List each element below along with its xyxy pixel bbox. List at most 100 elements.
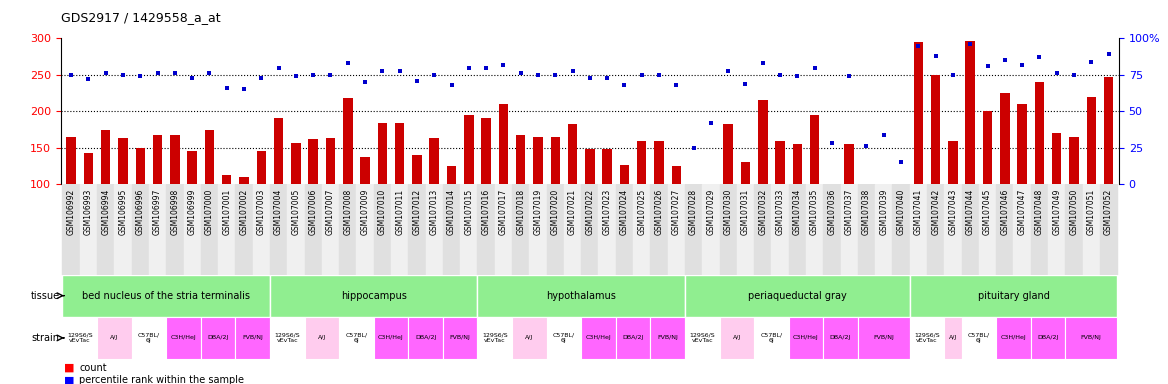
- Text: C3H/HeJ: C3H/HeJ: [171, 335, 196, 341]
- Bar: [1017, 104, 1027, 184]
- Bar: [547, 317, 582, 359]
- Bar: [844, 144, 854, 184]
- Bar: [291, 143, 300, 184]
- Bar: [651, 184, 668, 275]
- Text: GSM107009: GSM107009: [361, 189, 369, 235]
- Point: [512, 70, 530, 76]
- Point: [1099, 51, 1118, 58]
- Text: GSM107045: GSM107045: [983, 189, 992, 235]
- Bar: [944, 184, 961, 275]
- Bar: [166, 184, 183, 275]
- Bar: [201, 317, 236, 359]
- Text: ■: ■: [64, 363, 75, 373]
- Point: [183, 75, 202, 81]
- Bar: [684, 184, 702, 275]
- Text: GSM107048: GSM107048: [1035, 189, 1044, 235]
- Bar: [1069, 137, 1079, 184]
- Bar: [585, 149, 595, 184]
- Text: GSM107025: GSM107025: [638, 189, 646, 235]
- Bar: [114, 184, 132, 275]
- Bar: [651, 317, 684, 359]
- Bar: [1100, 184, 1118, 275]
- Point: [667, 82, 686, 88]
- Bar: [499, 104, 508, 184]
- Bar: [443, 184, 460, 275]
- Bar: [684, 317, 719, 359]
- Bar: [287, 184, 305, 275]
- Bar: [982, 111, 993, 184]
- Bar: [79, 184, 97, 275]
- Bar: [446, 166, 457, 184]
- Bar: [183, 184, 201, 275]
- Bar: [927, 184, 944, 275]
- Bar: [582, 317, 616, 359]
- Point: [304, 72, 322, 78]
- Bar: [862, 184, 871, 228]
- Text: GSM107011: GSM107011: [395, 189, 404, 235]
- Point: [875, 132, 894, 138]
- Point: [200, 70, 218, 76]
- Bar: [84, 153, 93, 184]
- Text: C57BL/
6J: C57BL/ 6J: [346, 333, 368, 343]
- Bar: [841, 184, 857, 275]
- Point: [545, 72, 564, 78]
- Bar: [913, 42, 923, 184]
- Bar: [512, 184, 529, 275]
- Bar: [478, 317, 512, 359]
- Text: 129S6/S
vEvTac: 129S6/S vEvTac: [689, 333, 715, 343]
- Text: GSM107032: GSM107032: [758, 189, 767, 235]
- Text: hippocampus: hippocampus: [341, 291, 406, 301]
- Text: GSM106994: GSM106994: [102, 189, 110, 235]
- Bar: [1083, 184, 1100, 275]
- Bar: [809, 115, 820, 184]
- Bar: [356, 184, 374, 275]
- Point: [390, 68, 409, 74]
- Bar: [857, 184, 875, 275]
- Bar: [637, 141, 646, 184]
- Bar: [305, 317, 339, 359]
- Bar: [788, 317, 823, 359]
- Bar: [171, 135, 180, 184]
- Text: GSM106993: GSM106993: [84, 189, 93, 235]
- Bar: [391, 184, 409, 275]
- Text: 129S6/S
vEvTac: 129S6/S vEvTac: [915, 333, 940, 343]
- Bar: [550, 137, 559, 184]
- Text: GSM107020: GSM107020: [551, 189, 559, 235]
- Text: GSM107028: GSM107028: [689, 189, 698, 235]
- Bar: [135, 148, 145, 184]
- Bar: [360, 157, 370, 184]
- Bar: [996, 184, 1014, 275]
- Bar: [979, 184, 996, 275]
- Text: GSM107035: GSM107035: [811, 189, 819, 235]
- Bar: [339, 317, 374, 359]
- Bar: [132, 317, 166, 359]
- Text: C3H/HeJ: C3H/HeJ: [1001, 335, 1027, 341]
- Point: [459, 65, 478, 71]
- Text: tissue: tissue: [30, 291, 60, 301]
- Text: GSM107024: GSM107024: [620, 189, 628, 235]
- Text: hypothalamus: hypothalamus: [547, 291, 617, 301]
- Point: [563, 68, 582, 74]
- Bar: [603, 149, 612, 184]
- Bar: [1065, 317, 1118, 359]
- Bar: [776, 141, 785, 184]
- Text: GSM107051: GSM107051: [1086, 189, 1096, 235]
- Text: GSM107046: GSM107046: [1000, 189, 1009, 235]
- Text: FVB/NJ: FVB/NJ: [450, 335, 471, 341]
- Point: [252, 75, 271, 81]
- Bar: [755, 317, 788, 359]
- Text: A/J: A/J: [948, 335, 957, 341]
- Bar: [443, 317, 478, 359]
- Bar: [305, 184, 322, 275]
- Point: [408, 78, 426, 84]
- Bar: [823, 317, 857, 359]
- Bar: [948, 141, 958, 184]
- Text: 129S6/S
vEvTac: 129S6/S vEvTac: [67, 333, 92, 343]
- Text: GSM107042: GSM107042: [931, 189, 940, 235]
- Bar: [166, 317, 201, 359]
- Bar: [702, 184, 719, 275]
- Text: GSM107023: GSM107023: [603, 189, 612, 235]
- Text: C57BL/
6J: C57BL/ 6J: [968, 333, 990, 343]
- Text: GSM107033: GSM107033: [776, 189, 785, 235]
- Bar: [236, 317, 270, 359]
